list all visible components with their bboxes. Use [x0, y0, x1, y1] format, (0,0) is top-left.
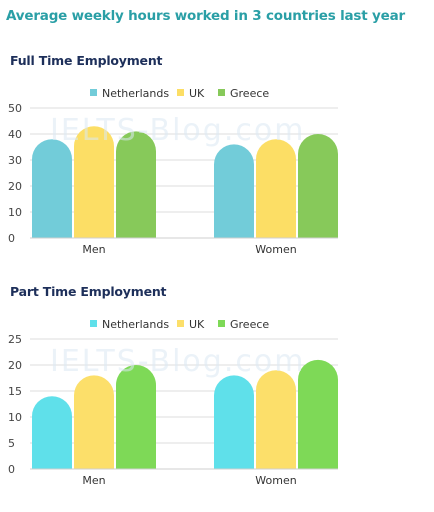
bar-men-greece [116, 131, 156, 238]
y-tick-label: 20 [8, 180, 22, 193]
legend-swatch-netherlands [90, 89, 97, 96]
category-label-women: Women [255, 243, 296, 256]
chart-title-part-time: Part Time Employment [10, 284, 167, 299]
legend-label-greece: Greece [230, 318, 269, 331]
page-title: Average weekly hours worked in 3 countri… [6, 8, 405, 24]
bar-women-netherlands [214, 375, 254, 469]
category-label-men: Men [82, 243, 105, 256]
part-time-chart: Netherlands UK Greece 0 5 10 15 20 25 Men Women IEL… [8, 318, 338, 487]
y-tick-label: 50 [8, 102, 22, 115]
bar-women-greece [298, 134, 338, 238]
bar-men-greece [116, 365, 156, 469]
legend-label-uk: UK [189, 87, 205, 100]
legend-label-greece: Greece [230, 87, 269, 100]
y-tick-label: 0 [8, 463, 15, 476]
bar-women-greece [298, 359, 338, 469]
y-tick-label: 40 [8, 128, 22, 141]
legend-swatch-uk [177, 320, 184, 327]
category-label-men: Men [82, 474, 105, 487]
y-tick-label: 30 [8, 154, 22, 167]
y-tick-label: 20 [8, 359, 22, 372]
bar-men-netherlands [32, 139, 72, 238]
legend-swatch-uk [177, 89, 184, 96]
y-tick-label: 10 [8, 206, 22, 219]
full-time-chart: Netherlands UK Greece 0 10 20 30 40 50 Men Women IE… [8, 87, 338, 256]
bar-men-uk [74, 126, 114, 238]
bar-women-uk [256, 370, 296, 469]
legend-label-netherlands: Netherlands [102, 87, 169, 100]
chart-title-full-time: Full Time Employment [10, 53, 163, 68]
y-tick-label: 10 [8, 411, 22, 424]
bar-men-netherlands [32, 396, 72, 469]
watermark-text: IELTS-Blog.com [50, 344, 305, 379]
legend-swatch-netherlands [90, 320, 97, 327]
y-tick-label: 5 [8, 437, 15, 450]
legend-label-netherlands: Netherlands [102, 318, 169, 331]
y-tick-label: 0 [8, 232, 15, 245]
legend-label-uk: UK [189, 318, 205, 331]
y-tick-label: 25 [8, 333, 22, 346]
bar-women-netherlands [214, 144, 254, 238]
category-label-women: Women [255, 474, 296, 487]
legend-swatch-greece [218, 320, 225, 327]
y-tick-label: 15 [8, 385, 22, 398]
legend-swatch-greece [218, 89, 225, 96]
bar-women-uk [256, 139, 296, 238]
watermark-text: IELTS-Blog.com [50, 113, 305, 148]
bar-men-uk [74, 375, 114, 469]
